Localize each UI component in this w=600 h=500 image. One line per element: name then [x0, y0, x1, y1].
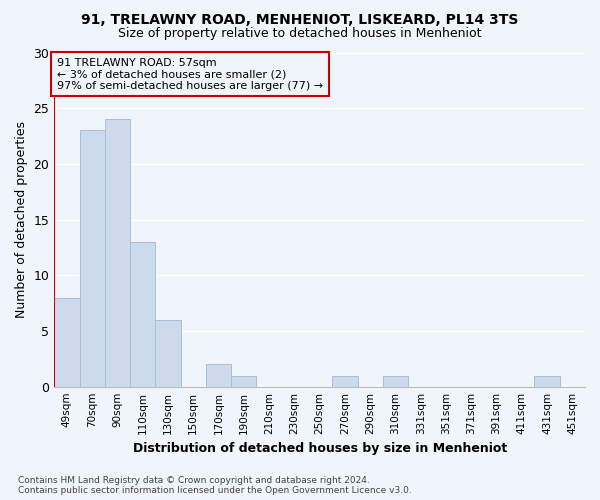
- Bar: [535, 376, 560, 386]
- Bar: [54, 298, 80, 386]
- Bar: [105, 120, 130, 386]
- Bar: [130, 242, 155, 386]
- Text: Contains HM Land Registry data © Crown copyright and database right 2024.
Contai: Contains HM Land Registry data © Crown c…: [18, 476, 412, 495]
- Bar: [155, 320, 181, 386]
- X-axis label: Distribution of detached houses by size in Menheniot: Distribution of detached houses by size …: [133, 442, 507, 455]
- Y-axis label: Number of detached properties: Number of detached properties: [15, 121, 28, 318]
- Bar: [206, 364, 231, 386]
- Bar: [383, 376, 408, 386]
- Bar: [80, 130, 105, 386]
- Text: 91, TRELAWNY ROAD, MENHENIOT, LISKEARD, PL14 3TS: 91, TRELAWNY ROAD, MENHENIOT, LISKEARD, …: [82, 12, 518, 26]
- Text: Size of property relative to detached houses in Menheniot: Size of property relative to detached ho…: [118, 28, 482, 40]
- Bar: [332, 376, 358, 386]
- Text: 91 TRELAWNY ROAD: 57sqm
← 3% of detached houses are smaller (2)
97% of semi-deta: 91 TRELAWNY ROAD: 57sqm ← 3% of detached…: [57, 58, 323, 90]
- Bar: [231, 376, 256, 386]
